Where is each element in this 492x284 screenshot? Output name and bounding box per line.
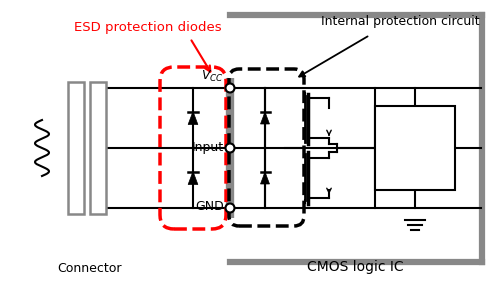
Polygon shape bbox=[188, 172, 198, 185]
Text: Input: Input bbox=[192, 141, 224, 154]
Polygon shape bbox=[260, 172, 270, 184]
Circle shape bbox=[225, 204, 235, 212]
Polygon shape bbox=[260, 112, 270, 124]
Bar bbox=[90, 82, 106, 214]
Text: CMOS logic IC: CMOS logic IC bbox=[307, 260, 403, 274]
Text: ESD protection diodes: ESD protection diodes bbox=[74, 22, 222, 34]
Text: GND: GND bbox=[195, 199, 224, 212]
Circle shape bbox=[225, 83, 235, 93]
Circle shape bbox=[225, 143, 235, 153]
Text: Connector: Connector bbox=[58, 262, 122, 275]
Text: $V_{CC}$: $V_{CC}$ bbox=[201, 69, 224, 84]
Bar bbox=[375, 106, 455, 190]
Text: Internal protection circuit: Internal protection circuit bbox=[321, 16, 479, 28]
Bar bbox=[68, 82, 84, 214]
Polygon shape bbox=[188, 112, 198, 124]
